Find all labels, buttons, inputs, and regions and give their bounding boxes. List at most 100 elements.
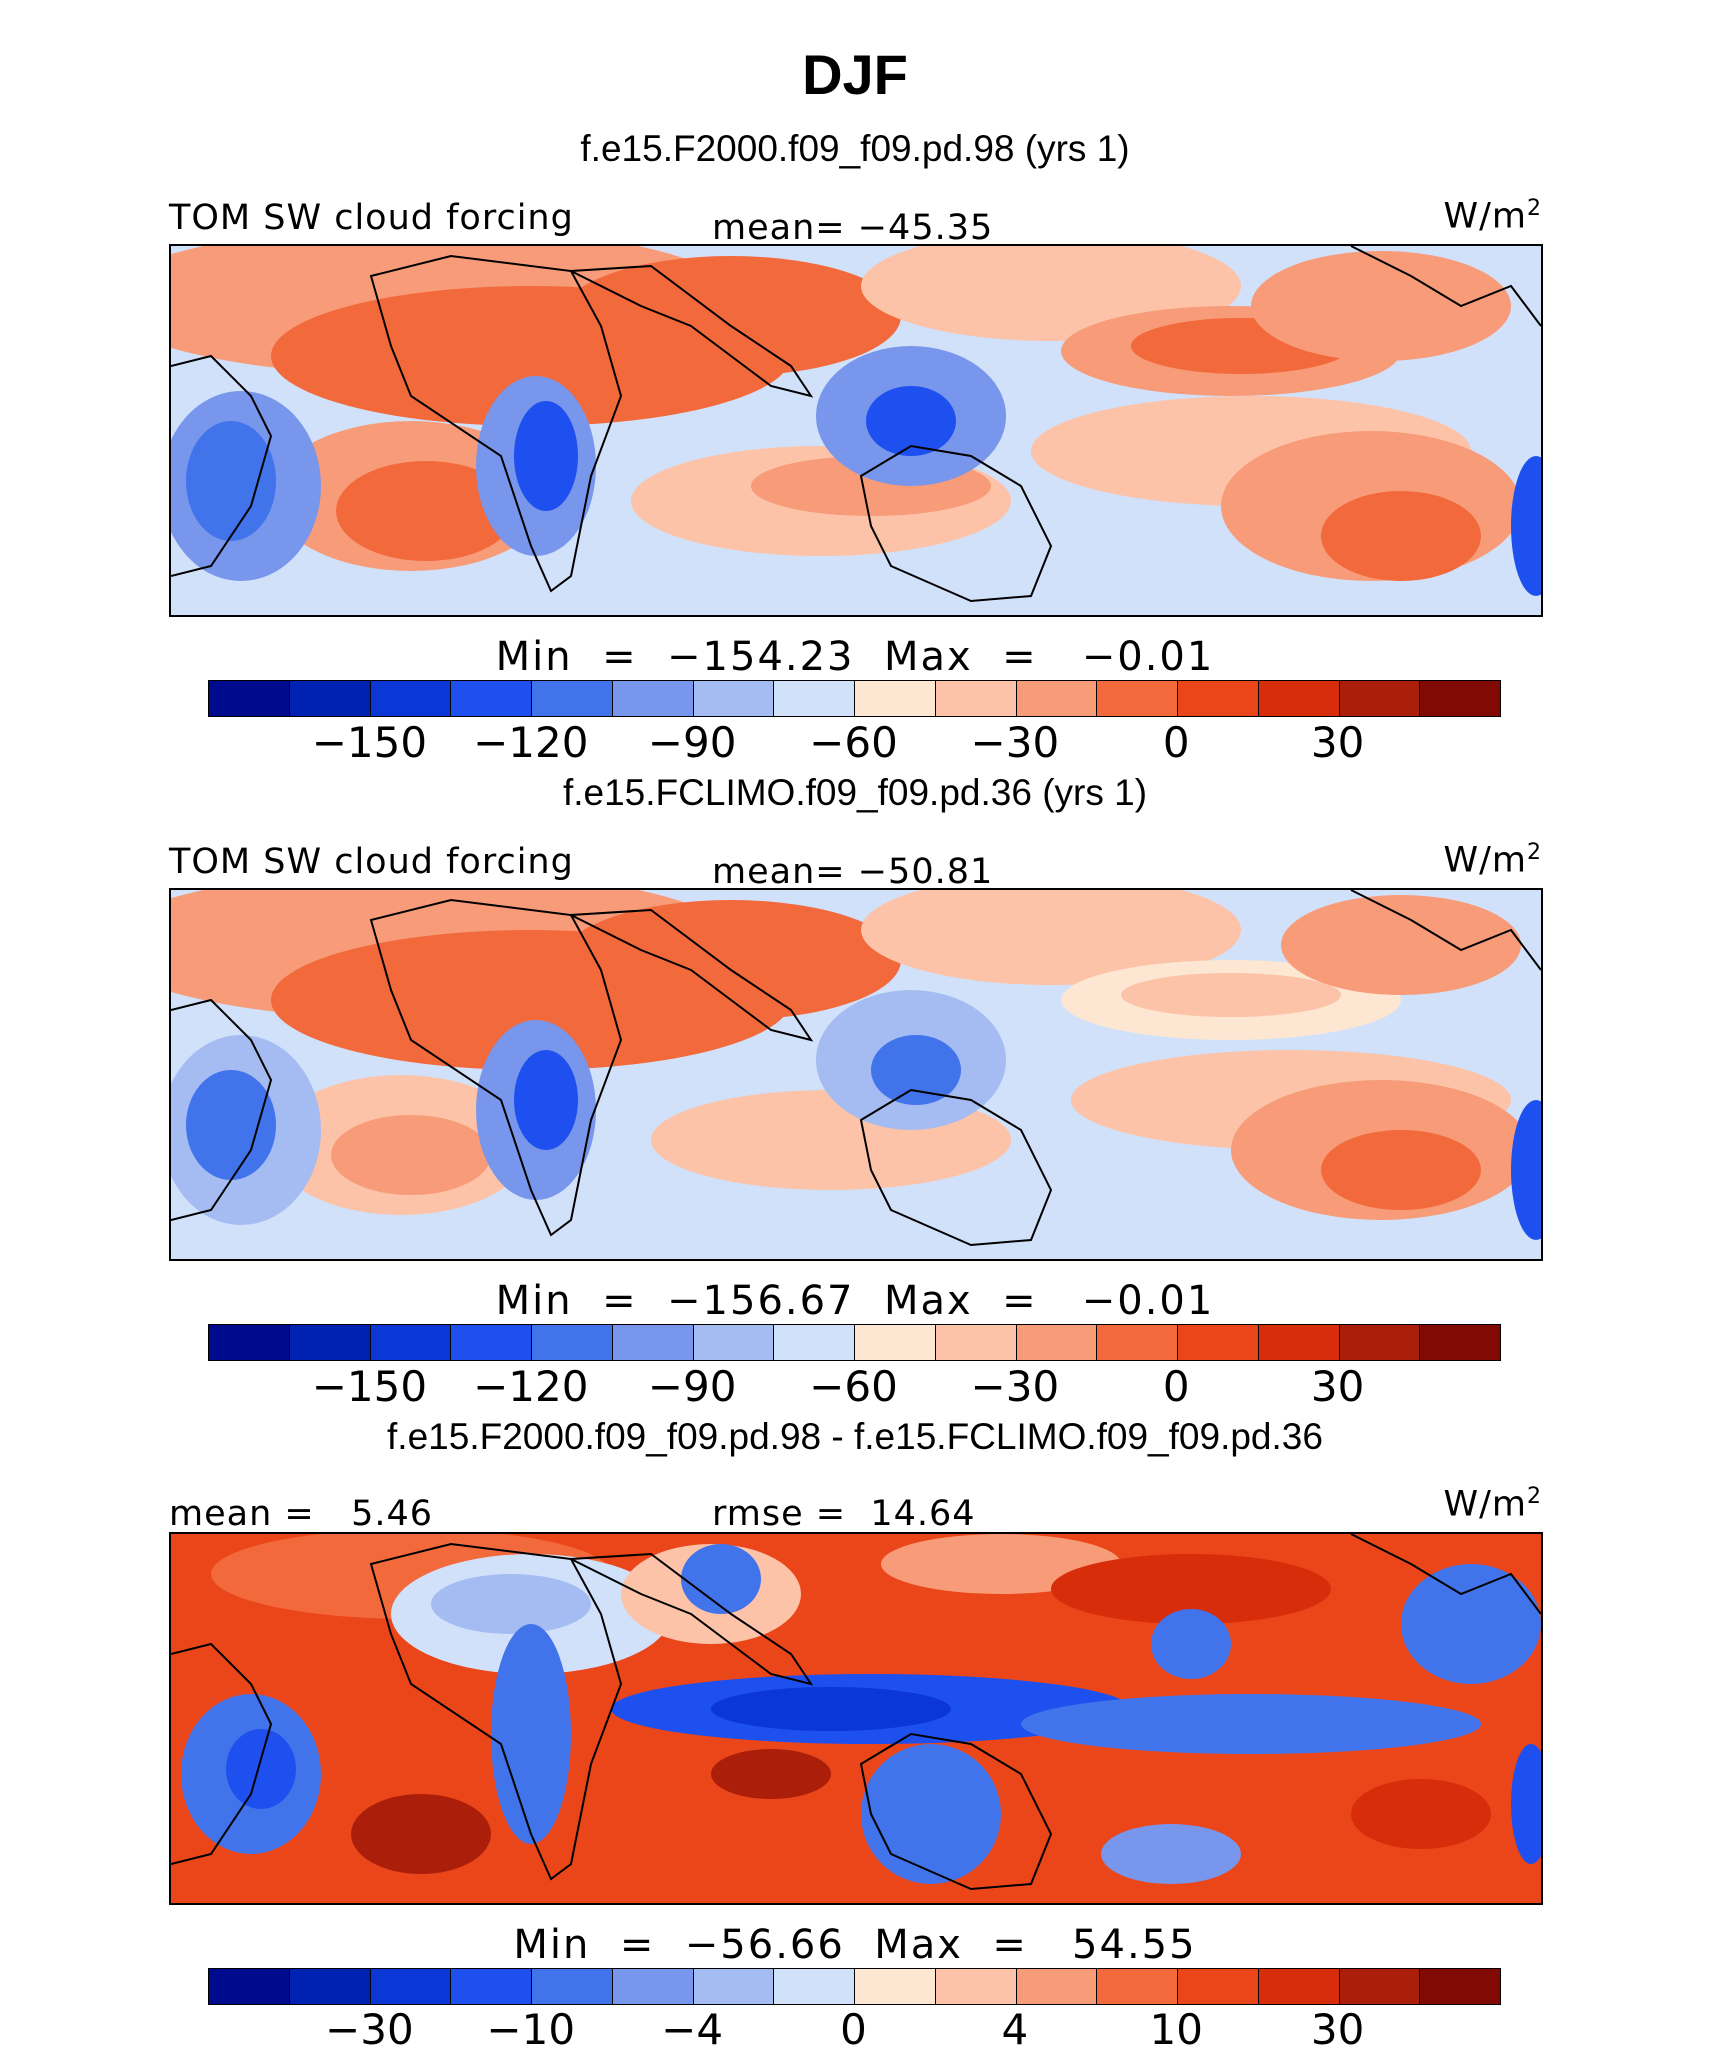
panel2-mean: mean= −50.81 <box>712 852 993 892</box>
panel2-field-arabia <box>561 900 901 1020</box>
colorbar-swatch <box>855 681 936 716</box>
colorbar-swatch <box>1258 1969 1340 2004</box>
panel2-map <box>169 888 1543 1261</box>
panel2-coast-asia <box>567 908 814 1042</box>
colorbar-swatch <box>1178 681 1259 716</box>
panel1-colorbar-ticks: −150 −120 −90 −60 −30 0 30 <box>208 718 1499 768</box>
panel2-mean-value: −50.81 <box>857 852 994 892</box>
panel2-min-label: Min <box>495 1278 573 1324</box>
panel2-field-south-pacific-core <box>1321 1130 1481 1210</box>
panel2-field-south-atlantic-core <box>331 1115 491 1195</box>
panel2-field-andes <box>1511 1100 1541 1240</box>
panel3-field-congo <box>491 1624 571 1844</box>
panel3-field-central-america <box>1401 1564 1541 1684</box>
colorbar-tick-label: 30 <box>1310 2005 1365 2048</box>
panel1-run-title: f.e15.F2000.f09_f09.pd.98 (yrs 1) <box>580 128 1130 169</box>
panel1-min-value: −154.23 <box>667 634 855 680</box>
panel3-coast-south-america <box>171 1642 273 1865</box>
figure-title: DJF <box>802 43 908 106</box>
panel1-max-label: Max <box>883 634 973 680</box>
panel2-colorbar <box>208 1324 1501 1361</box>
colorbar-swatch <box>451 1969 532 2004</box>
panel3-field-sahara-core <box>431 1574 591 1634</box>
panel1-max-value: −0.01 <box>1081 634 1215 680</box>
colorbar-swatch <box>370 1325 452 1360</box>
colorbar-swatch <box>209 681 290 716</box>
colorbar-swatch <box>289 1969 371 2004</box>
panel2-mean-label: mean= <box>712 852 846 892</box>
panel2-variable-label: TOM SW cloud forcing <box>169 842 574 882</box>
colorbar-swatch <box>612 1325 694 1360</box>
panel3-map-svg <box>171 1534 1541 1903</box>
panel2-field-mexico <box>1281 895 1521 995</box>
colorbar-swatch <box>289 1325 371 1360</box>
panel1-colorbar <box>208 680 1501 717</box>
panel2-coast-south-america <box>171 998 273 1221</box>
colorbar-tick-label: −150 <box>311 718 428 767</box>
panel3-field-spcz <box>1021 1694 1481 1754</box>
colorbar-tick-label: −30 <box>325 2005 414 2048</box>
panel2-map-svg <box>171 890 1541 1259</box>
panel3-run-title: f.e15.F2000.f09_f09.pd.98 - f.e15.FCLIMO… <box>387 1416 1323 1457</box>
panel1-units: W/m2 <box>1444 196 1543 237</box>
panel3-field-australia <box>861 1744 1001 1884</box>
panel1-coast-north-america <box>1350 246 1541 327</box>
colorbar-tick-label: 0 <box>1162 718 1190 767</box>
colorbar-swatch <box>451 1325 532 1360</box>
colorbar-swatch <box>1420 1969 1500 2004</box>
colorbar-swatch <box>693 1969 775 2004</box>
colorbar-swatch <box>1016 1969 1098 2004</box>
panel1-min-label: Min <box>495 634 573 680</box>
panel1-min-max: Min = −154.23 Max = −0.01 <box>495 634 1215 680</box>
colorbar-tick-label: 4 <box>1001 2005 1029 2048</box>
colorbar-swatch <box>532 1325 613 1360</box>
colorbar-swatch <box>1016 681 1098 716</box>
colorbar-tick-label: −30 <box>970 718 1060 767</box>
colorbar-swatch <box>693 1325 775 1360</box>
colorbar-swatch <box>1016 1325 1098 1360</box>
panel1-map <box>169 244 1543 617</box>
colorbar-swatch <box>935 681 1017 716</box>
panel1-field-arabia <box>561 256 901 376</box>
panel3-field-south-pacific-blue <box>1101 1824 1241 1884</box>
panel1-field-congo-core <box>514 401 578 511</box>
panel3-min-value: −56.66 <box>684 1922 845 1968</box>
panel3-max-label: Max <box>874 1922 963 1968</box>
panel3-coast-australia <box>859 1732 1053 1891</box>
panel3-units-base: W/m <box>1443 1484 1527 1525</box>
panel2-field-maritime-core <box>871 1035 961 1105</box>
colorbar-tick-label: −60 <box>809 1362 898 1411</box>
colorbar-swatch <box>935 1969 1017 2004</box>
colorbar-tick-label: 0 <box>1162 1362 1190 1411</box>
panel3-field-north-pacific <box>1051 1554 1331 1624</box>
panel3-colorbar-ticks: −30 −10 −4 0 4 10 30 <box>208 2005 1499 2048</box>
colorbar-tick-label: −90 <box>647 1362 737 1411</box>
panel1-field-amazon-core <box>186 421 276 541</box>
colorbar-swatch <box>1258 681 1340 716</box>
colorbar-swatch <box>451 681 532 716</box>
panel3-field-pacific-blue <box>1151 1609 1231 1679</box>
panel2-coast-australia <box>859 1088 1053 1247</box>
colorbar-swatch <box>209 1969 290 2004</box>
panel3-rmse-value: 14.64 <box>870 1494 976 1534</box>
panel3-colorbar <box>208 1968 1501 2005</box>
panel1-field-mexico <box>1251 251 1511 361</box>
panel2-max-label: Max <box>883 1278 973 1324</box>
panel3-field-andes <box>1511 1744 1541 1864</box>
panel3-units-exp: 2 <box>1527 1484 1542 1509</box>
colorbar-swatch <box>532 1969 613 2004</box>
panel1-field-maritime-core <box>866 386 956 456</box>
colorbar-tick-label: 0 <box>840 2005 867 2048</box>
panel2-max-value: −0.01 <box>1081 1278 1215 1324</box>
colorbar-swatch <box>612 1969 694 2004</box>
panel3-mean-value: 5.46 <box>351 1494 434 1534</box>
panel1-variable-label: TOM SW cloud forcing <box>169 198 574 238</box>
panel2-units-exp: 2 <box>1527 840 1542 865</box>
panel3-field-south-atlantic-red <box>351 1794 491 1874</box>
panel1-field-andes <box>1511 456 1541 596</box>
panel3-max-value: 54.55 <box>1072 1922 1197 1968</box>
panel3-min-label: Min <box>513 1922 591 1968</box>
colorbar-swatch <box>774 681 855 716</box>
colorbar-tick-label: 30 <box>1310 1362 1365 1411</box>
panel1-map-svg <box>171 246 1541 615</box>
